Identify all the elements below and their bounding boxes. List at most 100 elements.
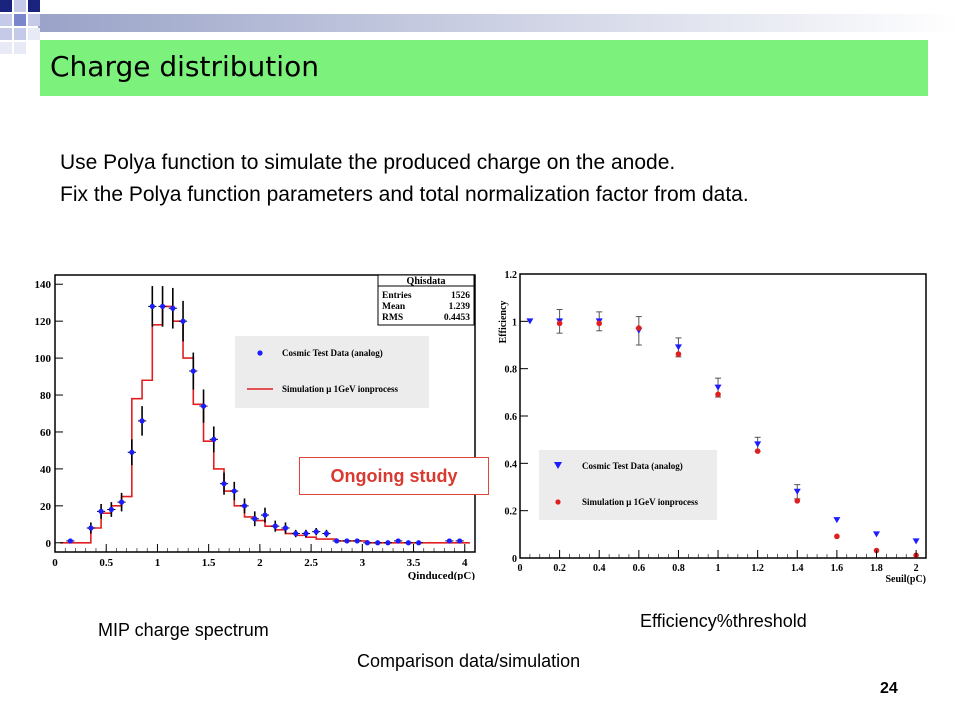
legend-marker-sim bbox=[555, 499, 561, 505]
data-marker bbox=[375, 540, 381, 546]
y-tick-label: 0 bbox=[512, 554, 517, 565]
x-tick-label: 2.5 bbox=[304, 557, 318, 569]
data-marker bbox=[674, 344, 682, 351]
data-marker bbox=[200, 403, 207, 409]
data-point bbox=[312, 527, 321, 536]
data-marker bbox=[170, 305, 176, 311]
stats-box bbox=[377, 274, 475, 326]
data-point bbox=[445, 538, 454, 544]
data-point bbox=[271, 520, 280, 532]
data-point bbox=[117, 492, 126, 512]
data-marker bbox=[405, 540, 412, 546]
stats-box-title: Qhisdata bbox=[407, 276, 446, 287]
data-marker bbox=[129, 449, 135, 455]
data-marker bbox=[303, 530, 309, 537]
data-marker bbox=[67, 538, 73, 544]
slide-title: Charge distribution bbox=[50, 50, 319, 83]
sim-marker bbox=[636, 325, 642, 331]
data-marker bbox=[323, 530, 330, 537]
data-marker bbox=[241, 503, 248, 509]
y-tick-label: 0.8 bbox=[505, 365, 518, 376]
data-marker bbox=[252, 516, 258, 522]
sim-marker bbox=[754, 448, 761, 454]
y-tick-label: 0.6 bbox=[505, 412, 518, 423]
data-point bbox=[912, 538, 920, 545]
x-tick-label: 0 bbox=[518, 563, 523, 574]
data-marker bbox=[526, 318, 534, 325]
data-point bbox=[793, 484, 801, 500]
data-marker bbox=[344, 538, 350, 544]
data-marker bbox=[872, 531, 880, 538]
legend-label-data: Cosmic Test Data (analog) bbox=[582, 461, 683, 471]
data-point bbox=[872, 531, 880, 538]
sim-marker bbox=[715, 391, 721, 398]
legend-marker-data bbox=[257, 350, 263, 356]
y-tick-label: 100 bbox=[35, 353, 52, 365]
data-marker bbox=[272, 523, 278, 529]
stats-label: Mean bbox=[382, 302, 406, 312]
x-tick-label: 1.5 bbox=[202, 557, 216, 569]
x-tick-label: 3.5 bbox=[407, 557, 421, 569]
efficiency-threshold-chart: Cosmic Test Data (analog) Simulation μ 1G… bbox=[494, 264, 932, 588]
data-point bbox=[373, 540, 382, 546]
y-tick-label: 80 bbox=[40, 390, 52, 402]
legend-marker-data bbox=[554, 462, 562, 469]
y-axis-label: Efficiency bbox=[498, 301, 509, 344]
data-point bbox=[86, 522, 95, 534]
page-number: 24 bbox=[880, 680, 898, 697]
data-point bbox=[219, 472, 229, 495]
stats-value: 1526 bbox=[451, 291, 470, 301]
x-tick-label: 2 bbox=[914, 563, 919, 574]
y-tick-label: 140 bbox=[35, 279, 52, 291]
data-marker bbox=[334, 538, 340, 544]
x-tick-label: 0.6 bbox=[633, 563, 646, 574]
data-point bbox=[301, 529, 311, 538]
legend-label-data: Cosmic Test Data (analog) bbox=[282, 348, 383, 358]
data-point bbox=[66, 538, 75, 544]
data-point bbox=[168, 287, 177, 329]
data-marker bbox=[293, 530, 299, 537]
corner-decoration bbox=[0, 0, 960, 54]
caption-comparison: Comparison data/simulation bbox=[357, 651, 581, 671]
data-point bbox=[332, 538, 341, 544]
data-point bbox=[363, 540, 372, 546]
y-tick-label: 1.2 bbox=[505, 270, 518, 281]
x-tick-label: 0 bbox=[52, 557, 58, 569]
data-marker bbox=[354, 538, 360, 544]
sim-marker bbox=[834, 533, 840, 540]
mip-charge-spectrum-chart: 0 0.5 1 1.5 2 2.5 3 3.5 4020406080100120140Qindu… bbox=[20, 270, 490, 580]
data-point bbox=[394, 538, 403, 544]
y-tick-label: 120 bbox=[35, 316, 52, 328]
data-marker bbox=[211, 436, 217, 442]
legend-label-sim: Simulation μ 1GeV ionprocess bbox=[582, 497, 699, 507]
x-tick-label: 2 bbox=[257, 557, 263, 569]
data-point bbox=[353, 538, 362, 544]
data-point bbox=[137, 406, 147, 436]
y-tick-label: 60 bbox=[40, 427, 52, 439]
data-point bbox=[107, 502, 116, 517]
legend: Cosmic Test Data (analog) Simulation μ 1G… bbox=[539, 450, 717, 520]
data-point bbox=[833, 517, 841, 524]
data-point bbox=[250, 511, 259, 527]
data-marker bbox=[833, 517, 841, 524]
legend-box bbox=[235, 336, 429, 408]
x-tick-label: 4 bbox=[462, 557, 468, 569]
body-line-2: Fix the Polya function parameters and to… bbox=[60, 183, 749, 206]
x-tick-label: 3 bbox=[360, 557, 366, 569]
data-point bbox=[240, 498, 249, 514]
sim-marker bbox=[794, 498, 801, 504]
data-marker bbox=[149, 303, 155, 309]
data-marker bbox=[180, 318, 186, 324]
y-tick-label: 1 bbox=[512, 317, 517, 328]
data-marker bbox=[754, 441, 762, 448]
data-point bbox=[260, 507, 270, 523]
data-marker bbox=[231, 488, 237, 494]
legend: Cosmic Test Data (analog) Simulation μ 1G… bbox=[235, 336, 429, 408]
data-point bbox=[404, 540, 413, 546]
data-marker bbox=[221, 481, 227, 487]
data-point bbox=[230, 481, 239, 501]
caption-mip-spectrum: MIP charge spectrum bbox=[98, 620, 269, 640]
caption-efficiency: Efficiency%threshold bbox=[640, 611, 807, 631]
stats-value: 0.4453 bbox=[444, 313, 470, 323]
data-marker bbox=[118, 499, 125, 505]
